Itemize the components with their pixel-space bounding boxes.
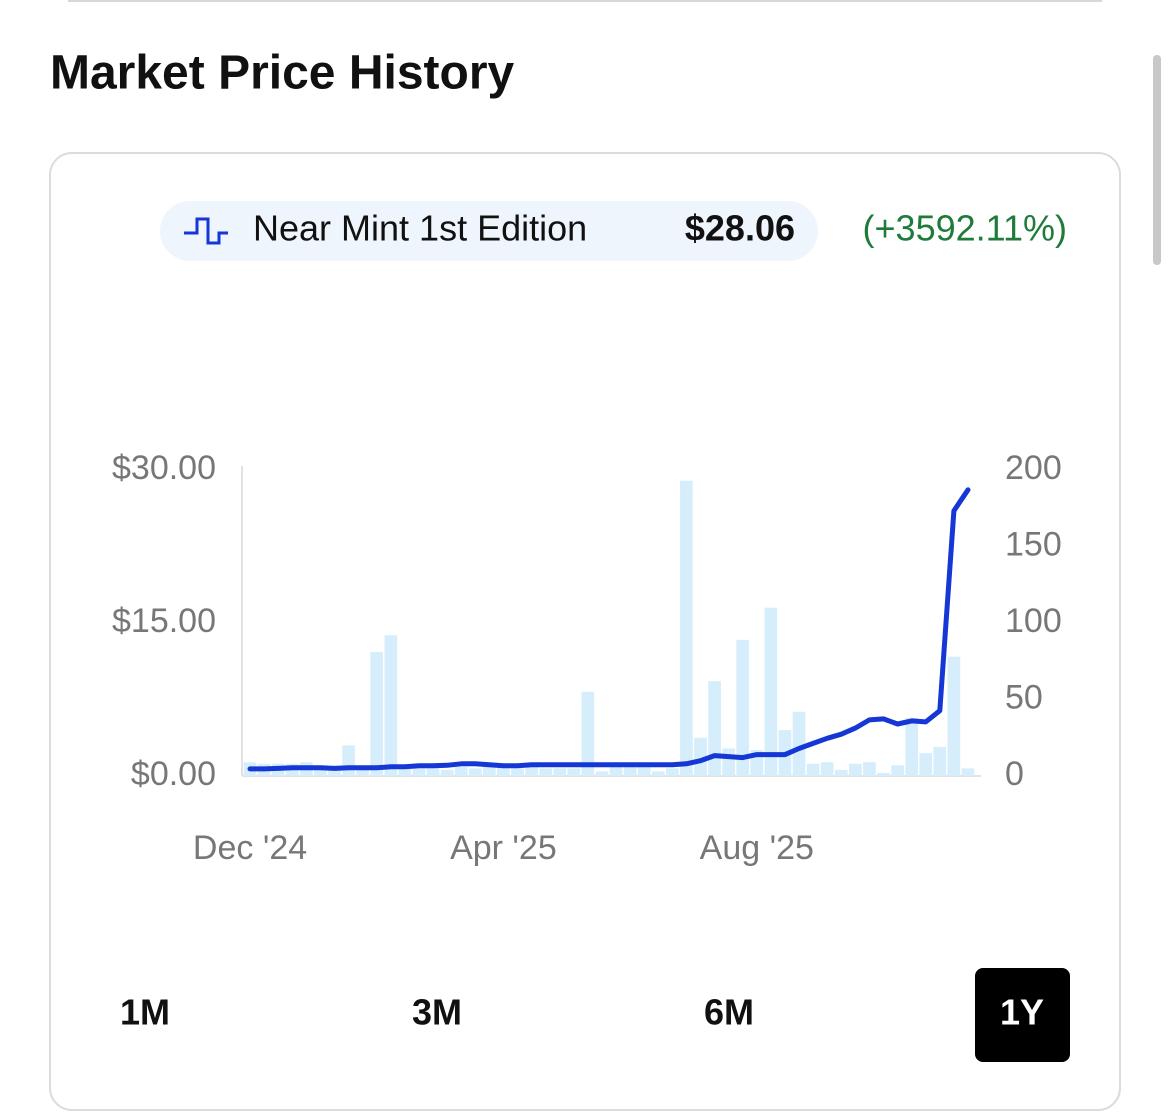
y2-tick-label: 0	[1005, 755, 1024, 793]
x-tick-label: Dec '24	[193, 829, 307, 867]
price-line	[247, 487, 971, 772]
volume-bar	[736, 639, 750, 776]
y2-tick-label: 100	[1005, 602, 1062, 640]
volume-bar	[567, 768, 581, 776]
legend-chip[interactable]	[160, 201, 818, 261]
volume-bar	[666, 768, 679, 776]
x-tick-label: Apr '25	[450, 829, 557, 867]
volume-bar	[539, 768, 552, 776]
volume-bar	[792, 711, 806, 776]
volume-bar	[947, 656, 961, 776]
volume-bar	[440, 769, 454, 776]
time-range-button[interactable]: 6M	[704, 992, 754, 1033]
volume-bar	[708, 681, 721, 776]
volume-bar	[834, 769, 848, 776]
time-range-selector: 1M 3M 6M 1Y	[120, 968, 1070, 1062]
volume-bar	[468, 768, 482, 776]
y-tick-label: $15.00	[112, 602, 216, 640]
x-tick-label: Aug '25	[700, 829, 814, 867]
volume-bar	[849, 763, 862, 776]
volume-bar	[919, 753, 933, 776]
y2-tick-label: 200	[1005, 449, 1062, 487]
time-range-button[interactable]: 3M	[412, 992, 462, 1033]
time-range-button[interactable]: 1M	[120, 992, 170, 1033]
volume-bar	[637, 766, 651, 776]
volume-bar	[328, 766, 341, 776]
volume-bar	[314, 765, 327, 776]
volume-bar	[384, 635, 398, 776]
volume-bar	[426, 766, 440, 776]
current-price: $28.06	[685, 208, 795, 249]
volume-bar	[680, 480, 693, 776]
volume-bar	[877, 772, 890, 776]
page-title: Market Price History	[50, 47, 515, 100]
volume-bar	[722, 748, 735, 776]
volume-bar	[905, 717, 918, 776]
volume-bar	[356, 766, 369, 776]
volume-bar	[933, 746, 947, 776]
volume-bar	[511, 768, 524, 776]
volume-bar	[398, 766, 412, 776]
volume-bar	[370, 652, 384, 776]
volume-bar	[863, 762, 876, 776]
time-range-active-bg[interactable]	[975, 968, 1070, 1062]
volume-bar	[553, 768, 567, 776]
chart-card	[49, 152, 1121, 1111]
y-tick-label: $0.00	[131, 755, 216, 793]
volume-bar	[412, 766, 426, 776]
y2-tick-label: 50	[1005, 678, 1043, 716]
volume-bar	[342, 745, 355, 776]
volume-bar	[806, 763, 820, 776]
scrollbar[interactable]	[1153, 55, 1161, 265]
volume-bar	[891, 765, 904, 776]
volume-bar	[609, 766, 623, 776]
plot: $0.00 $15.00 $30.00 0 50 100 150 200 Dec '24 Apr …	[112, 449, 1062, 867]
volume-bar	[820, 762, 834, 776]
volume-bar	[454, 766, 468, 776]
volume-bar	[764, 607, 778, 776]
volume-bar	[525, 766, 538, 776]
volume-bar	[595, 771, 609, 776]
y2-tick-label: 150	[1005, 525, 1062, 563]
volume-bar	[483, 766, 496, 776]
volume-bar	[694, 737, 707, 776]
legend-name: Near Mint 1st Edition	[253, 208, 587, 249]
time-range-button[interactable]: 1Y	[1000, 992, 1044, 1033]
y-tick-label: $30.00	[112, 449, 216, 487]
price-change: (+3592.11%)	[863, 208, 1067, 249]
volume-bar	[651, 771, 665, 776]
volume-bar	[961, 768, 975, 776]
volume-bar	[623, 766, 637, 776]
volume-bar	[581, 691, 595, 776]
legend-icon	[184, 217, 228, 245]
